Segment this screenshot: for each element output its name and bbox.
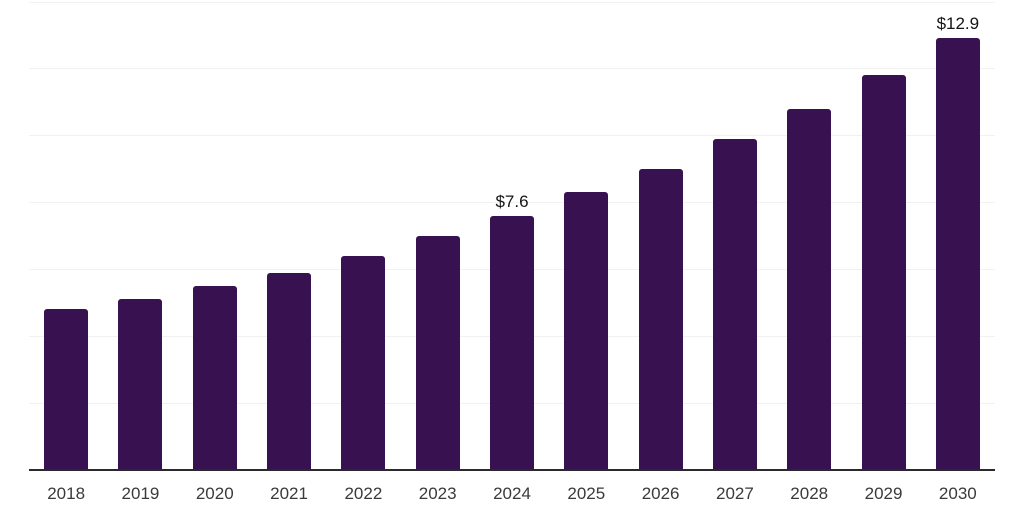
x-axis-tick-label-2021: 2021 bbox=[270, 484, 308, 503]
bar-2025 bbox=[564, 192, 609, 470]
bar-2020 bbox=[192, 286, 237, 470]
x-axis-tick-label-2027: 2027 bbox=[716, 484, 754, 503]
x-axis-tick-label-2029: 2029 bbox=[864, 484, 903, 503]
bar-2028 bbox=[787, 109, 832, 470]
bar-2021 bbox=[267, 273, 312, 470]
x-axis-tick-label-2024: 2024 bbox=[493, 484, 531, 503]
bar-2022 bbox=[341, 256, 386, 470]
gridline bbox=[29, 135, 995, 137]
x-axis-tick-label-2025: 2025 bbox=[567, 484, 606, 503]
bar-value-label-2030: $12.9 bbox=[936, 14, 980, 33]
bar-2019 bbox=[118, 299, 163, 470]
x-axis-tick-label-2030: 2030 bbox=[938, 484, 977, 503]
x-axis-line bbox=[29, 469, 995, 471]
x-axis-tick-label-2028: 2028 bbox=[790, 484, 829, 503]
bar-2030 bbox=[935, 38, 980, 470]
bar-2024 bbox=[490, 216, 534, 470]
bar-2026 bbox=[638, 169, 683, 470]
x-axis-tick-label-2018: 2018 bbox=[47, 484, 86, 503]
bar-2029 bbox=[861, 75, 906, 470]
x-axis-tick-label-2023: 2023 bbox=[418, 484, 457, 503]
x-axis-tick-label-2026: 2026 bbox=[641, 484, 680, 503]
bar-value-label-2024: $7.6 bbox=[495, 192, 529, 211]
bar-2018 bbox=[44, 309, 89, 470]
gridline bbox=[29, 202, 995, 204]
gridline bbox=[29, 1, 995, 3]
x-axis-tick-label-2019: 2019 bbox=[121, 484, 160, 503]
gridline bbox=[29, 68, 995, 70]
x-axis-tick-label-2022: 2022 bbox=[344, 484, 383, 503]
bar-2027 bbox=[712, 139, 757, 470]
x-axis-tick-label-2020: 2020 bbox=[195, 484, 234, 503]
bar-2023 bbox=[415, 236, 460, 470]
